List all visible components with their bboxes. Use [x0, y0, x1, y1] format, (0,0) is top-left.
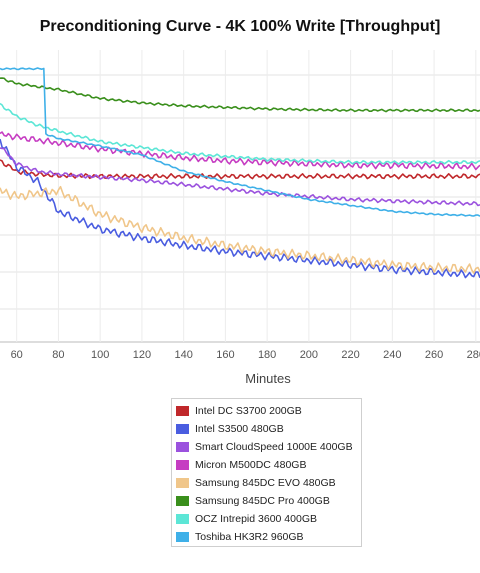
legend-item[interactable]: Samsung 845DC EVO 480GB [176, 474, 361, 492]
series-line [0, 131, 480, 171]
x-tick-label: 180 [258, 349, 276, 361]
legend-label: Samsung 845DC Pro 400GB [195, 495, 330, 507]
x-tick-labels: 60 80 100 120 140 160 180 200 220 240 260 280 [11, 349, 480, 361]
series-line [0, 77, 480, 113]
series-line [0, 138, 480, 279]
x-tick-label: 240 [383, 349, 401, 361]
series-layer [0, 67, 480, 279]
x-tick-label: 280 [467, 349, 480, 361]
legend-swatch [176, 442, 189, 452]
legend-item[interactable]: Smart CloudSpeed 1000E 400GB [176, 438, 361, 456]
legend-swatch [176, 496, 189, 506]
series-line [0, 102, 480, 165]
x-tick-label: 200 [300, 349, 318, 361]
x-tick-label: 80 [52, 349, 64, 361]
legend-label: Intel DC S3700 200GB [195, 405, 302, 417]
legend-label: Intel S3500 480GB [195, 423, 284, 435]
x-tick-label: 140 [174, 349, 192, 361]
legend-label: Smart CloudSpeed 1000E 400GB [195, 441, 353, 453]
legend-item[interactable]: Samsung 845DC Pro 400GB [176, 492, 361, 510]
legend-swatch [176, 478, 189, 488]
legend-item[interactable]: Toshiba HK3R2 960GB [176, 528, 361, 546]
series-line [0, 185, 480, 274]
x-tick-label: 60 [11, 349, 23, 361]
legend-swatch [176, 406, 189, 416]
legend-swatch [176, 460, 189, 470]
x-tick-label: 100 [91, 349, 109, 361]
series-line [0, 147, 480, 207]
series-line [0, 159, 480, 180]
legend-item[interactable]: Intel DC S3700 200GB [176, 402, 361, 420]
legend-swatch [176, 532, 189, 542]
legend-swatch [176, 424, 189, 434]
legend-label: OCZ Intrepid 3600 400GB [195, 513, 317, 525]
legend-label: Samsung 845DC EVO 480GB [195, 477, 336, 489]
series-line [0, 67, 480, 217]
x-tick-label: 160 [216, 349, 234, 361]
legend-label: Toshiba HK3R2 960GB [195, 531, 304, 543]
x-axis-label: Minutes [245, 371, 291, 386]
legend: Intel DC S3700 200GB Intel S3500 480GB Sma… [171, 398, 362, 547]
grid-lines [0, 50, 480, 343]
x-tick-label: 120 [133, 349, 151, 361]
legend-item[interactable]: OCZ Intrepid 3600 400GB [176, 510, 361, 528]
x-tick-label: 260 [425, 349, 443, 361]
chart-title: Preconditioning Curve - 4K 100% Write [T… [39, 18, 441, 35]
x-tick-label: 220 [341, 349, 359, 361]
legend-swatch [176, 514, 189, 524]
legend-label: Micron M500DC 480GB [195, 459, 307, 471]
legend-item[interactable]: Micron M500DC 480GB [176, 456, 361, 474]
legend-item[interactable]: Intel S3500 480GB [176, 420, 361, 438]
